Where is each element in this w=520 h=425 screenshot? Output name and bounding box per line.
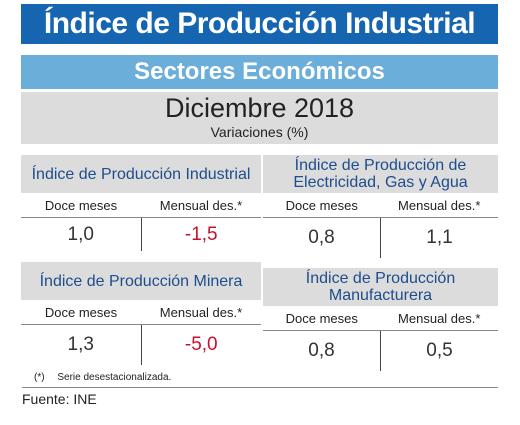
divider [22, 387, 498, 388]
subtitle: Sectores Económicos [134, 58, 385, 85]
value-monthly: -1,5 [184, 223, 218, 245]
card-values-row: 0,8 1,1 [263, 218, 498, 258]
period-title: Diciembre 2018 [164, 93, 355, 123]
col-label-monthly: Mensual des.* [159, 304, 243, 320]
card-values-row: 1,3 -5,0 [21, 325, 261, 365]
main-title-banner: Índice de Producción Industrial [21, 4, 498, 44]
footnote: (*) Serie desestacionalizada. [34, 372, 171, 383]
card-title: Índice de Producción de Electricidad, Ga… [263, 155, 498, 193]
value-twelve-months: 0,8 [263, 218, 381, 258]
col-label-monthly: Mensual des.* [398, 197, 481, 213]
period-subtitle: Variaciones (%) [210, 124, 309, 140]
subtitle-banner: Sectores Económicos [21, 55, 498, 89]
card-electricity: Índice de Producción de Electricidad, Ga… [263, 155, 498, 258]
footnote-text: Serie desestacionalizada. [57, 372, 172, 383]
value-monthly: 0,5 [426, 340, 453, 361]
card-header-row: Doce meses Mensual des.* [263, 306, 498, 331]
value-twelve-months: 1,0 [21, 218, 142, 251]
card-title: Índice de Producción Industrial [21, 155, 261, 193]
card-manufacturing: Índice de Producción Manufacturera Doce … [263, 268, 498, 371]
col-label-twelve-months: Doce meses [285, 197, 358, 213]
value-twelve-months: 1,3 [21, 325, 142, 365]
card-title: Índice de Producción Manufacturera [263, 268, 498, 306]
value-monthly: 1,1 [426, 227, 453, 248]
value-monthly: -5,0 [184, 334, 218, 355]
card-values-row: 0,8 0,5 [263, 331, 498, 371]
col-label-twelve-months: Doce meses [44, 197, 118, 213]
value-twelve-months: 0,8 [263, 331, 381, 371]
main-title: Índice de Producción Industrial [43, 7, 476, 40]
card-header-row: Doce meses Mensual des.* [21, 300, 261, 325]
period-box: Diciembre 2018 Variaciones (%) [21, 92, 498, 144]
card-header-row: Doce meses Mensual des.* [21, 193, 261, 218]
source-text: Fuente: INE [22, 391, 97, 407]
card-title: Índice de Producción Minera [21, 262, 261, 300]
col-label-twelve-months: Doce meses [285, 310, 358, 326]
col-label-monthly: Mensual des.* [398, 310, 481, 326]
card-mining: Índice de Producción Minera Doce meses M… [21, 262, 261, 365]
card-values-row: 1,0 -1,5 [21, 218, 261, 251]
card-header-row: Doce meses Mensual des.* [263, 193, 498, 218]
col-label-monthly: Mensual des.* [159, 197, 243, 213]
col-label-twelve-months: Doce meses [44, 304, 118, 320]
card-industrial: Índice de Producción Industrial Doce mes… [21, 155, 261, 251]
footnote-mark: (*) [34, 372, 45, 383]
